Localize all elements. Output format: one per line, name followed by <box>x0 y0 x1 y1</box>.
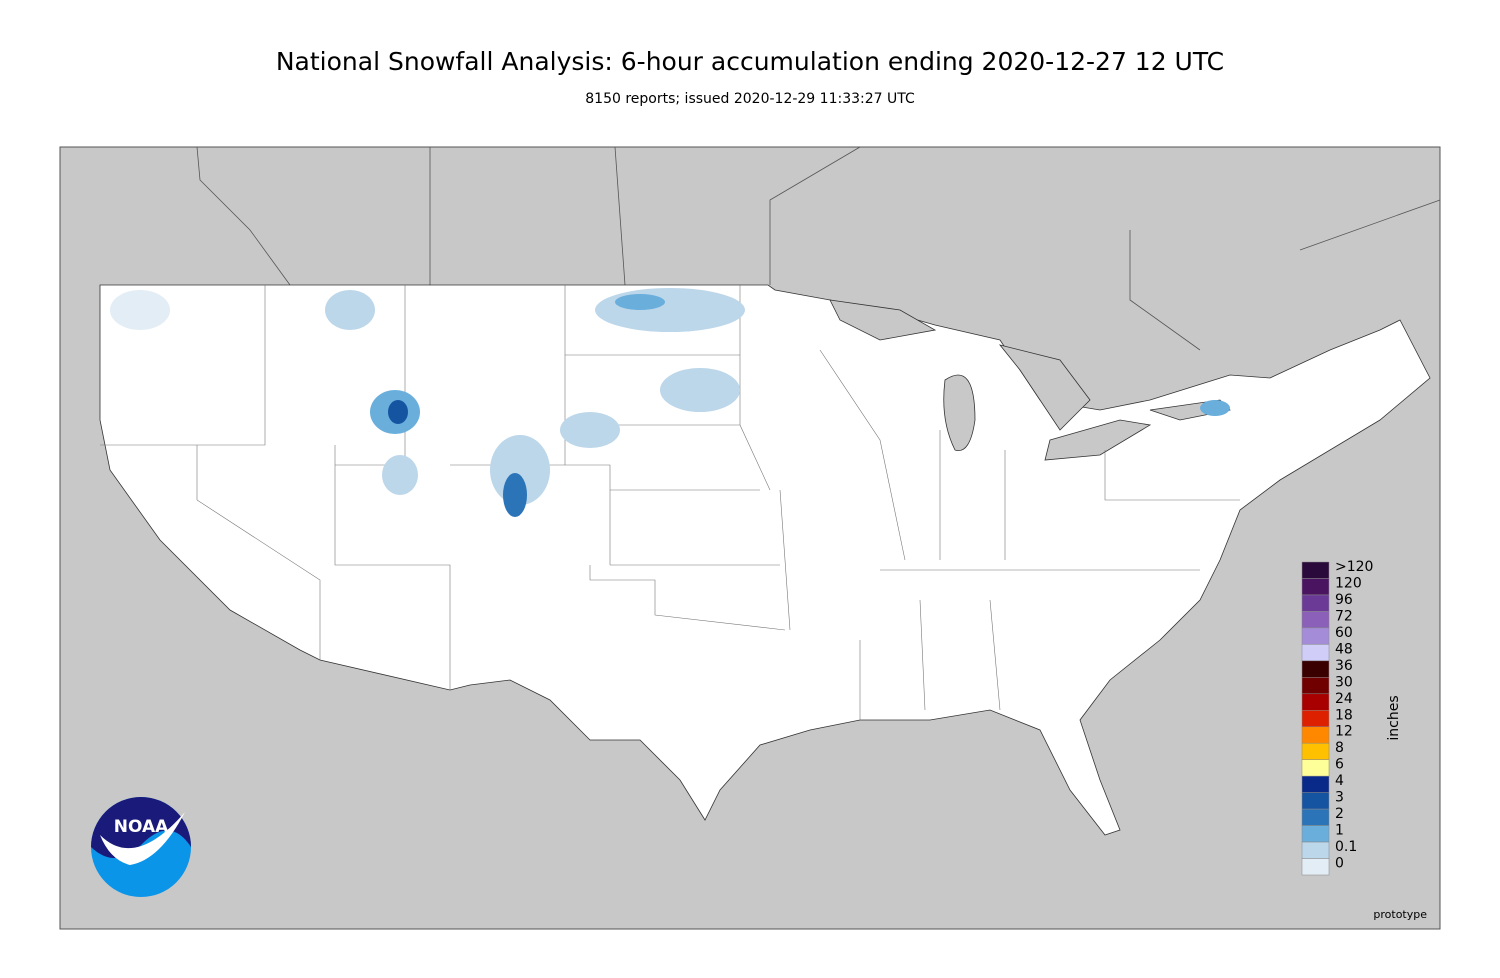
legend: inches >1201209672604836302418128643210.… <box>1301 559 1402 876</box>
legend-label: 1 <box>1335 823 1344 839</box>
snow-areas <box>110 288 1230 517</box>
legend-label: 60 <box>1335 625 1353 641</box>
legend-label: 48 <box>1335 641 1353 657</box>
legend-label: 96 <box>1335 592 1353 608</box>
legend-label: 72 <box>1335 608 1353 624</box>
title: National Snowfall Analysis: 6-hour accum… <box>276 47 1224 76</box>
prototype-note: prototype <box>1373 908 1427 921</box>
legend-swatch <box>1301 677 1330 695</box>
legend-label: 24 <box>1335 691 1353 707</box>
legend-swatch <box>1301 759 1330 777</box>
legend-swatch <box>1301 825 1330 843</box>
legend-label: 30 <box>1335 674 1353 690</box>
legend-swatch <box>1301 792 1330 810</box>
legend-label: 3 <box>1335 790 1344 806</box>
legend-label: 0.1 <box>1335 839 1357 855</box>
legend-label: >120 <box>1335 559 1373 575</box>
legend-swatch <box>1301 710 1330 727</box>
legend-swatch <box>1301 726 1330 744</box>
legend-label: 0 <box>1335 856 1344 872</box>
legend-swatch <box>1301 644 1330 662</box>
legend-swatch <box>1301 742 1330 760</box>
legend-label: 8 <box>1335 740 1344 756</box>
map <box>59 146 1441 930</box>
legend-title: inches <box>1386 695 1402 740</box>
legend-swatch <box>1301 578 1330 596</box>
legend-label: 6 <box>1335 757 1344 773</box>
legend-swatch <box>1301 858 1330 876</box>
us-land <box>99 284 1431 836</box>
noaa-logo: NOAA <box>91 797 191 897</box>
logo-text: NOAA <box>114 817 169 837</box>
legend-label: 12 <box>1335 724 1353 740</box>
legend-label: 4 <box>1335 773 1344 789</box>
legend-swatch <box>1301 627 1330 645</box>
legend-swatch <box>1301 611 1330 629</box>
legend-label: 120 <box>1335 575 1362 591</box>
legend-swatch <box>1301 841 1330 859</box>
legend-label: 2 <box>1335 806 1344 822</box>
state-lines <box>100 285 1240 720</box>
legend-swatch <box>1301 660 1330 678</box>
subtitle: 8150 reports; issued 2020-12-29 11:33:27… <box>585 91 915 107</box>
legend-swatch <box>1301 808 1330 826</box>
legend-swatch <box>1301 561 1330 579</box>
legend-swatch <box>1301 594 1330 612</box>
legend-swatch <box>1301 693 1330 711</box>
borders <box>196 146 1441 351</box>
legend-swatch <box>1301 775 1330 793</box>
legend-label: 36 <box>1335 658 1353 674</box>
legend-label: 18 <box>1335 707 1353 723</box>
